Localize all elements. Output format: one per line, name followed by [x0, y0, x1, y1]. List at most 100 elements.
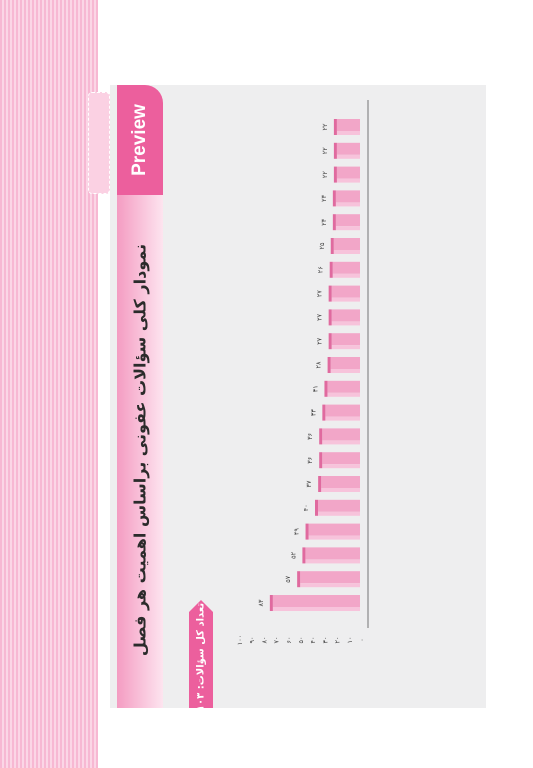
bar-face [322, 464, 360, 469]
bar [336, 142, 360, 155]
tick-label: ۲۰ [334, 637, 342, 644]
bar-cap [302, 547, 306, 564]
value-label: ۲۳ [320, 218, 328, 225]
bar-face [300, 583, 360, 588]
bar [300, 571, 360, 584]
bar-cap [305, 523, 309, 540]
bar-face [331, 297, 360, 302]
bar-cap [332, 214, 336, 231]
bar-face [336, 131, 360, 135]
bar [332, 261, 360, 274]
value-label: ۲۷ [316, 290, 324, 297]
bar-cap [328, 333, 332, 350]
tick-label: ۱۰۰ [236, 635, 244, 645]
bar-face [330, 369, 360, 373]
bar [322, 428, 360, 441]
bar [327, 380, 360, 393]
bar-cap [318, 476, 322, 492]
bar-cap [332, 190, 336, 207]
bar [325, 404, 360, 417]
bar-face [331, 321, 360, 326]
tick-label: ۳۰ [321, 637, 329, 644]
total-questions-tag [189, 600, 213, 708]
value-label: ۵۲ [289, 551, 297, 558]
bar [335, 190, 360, 203]
bar-cap [269, 595, 273, 611]
tick-label: ۸۰ [260, 637, 268, 644]
value-label: ۲۷ [316, 337, 324, 344]
value-label: ۳۶ [306, 457, 314, 464]
bar [331, 285, 360, 298]
bar-cap [319, 428, 323, 445]
bar-cap [333, 166, 337, 183]
tick-label: ۶۰ [285, 637, 293, 644]
bar [331, 333, 360, 346]
bar [333, 238, 360, 250]
value-label: ۲۷ [316, 313, 324, 320]
bar-face [336, 154, 360, 159]
bar [321, 476, 360, 488]
tick-label: ۹۰ [248, 637, 256, 644]
bar [335, 214, 360, 227]
bar-face [331, 345, 360, 350]
bar [336, 119, 360, 131]
value-label: ۵۷ [284, 575, 292, 582]
value-label: ۳۷ [305, 480, 313, 487]
title-band [117, 195, 163, 708]
binding-tab [88, 92, 110, 194]
value-label: ۳۱ [311, 385, 319, 392]
value-label: ۲۲ [321, 171, 329, 178]
bar-face [332, 273, 360, 278]
bar-face [308, 535, 360, 540]
tick-label: ۷۰ [273, 637, 281, 644]
value-label: ۲۲ [321, 147, 329, 154]
bar-face [336, 178, 360, 183]
bar-cap [328, 309, 332, 326]
value-label: ۸۳ [257, 599, 265, 606]
value-label: ۳۶ [306, 433, 314, 440]
bar-face [327, 392, 360, 397]
bar-cap [322, 404, 326, 421]
bar-cap [330, 238, 334, 254]
value-label: ۲۶ [317, 266, 325, 273]
bar-cap [333, 119, 337, 135]
bar [322, 452, 360, 465]
preview-banner [117, 85, 163, 195]
bar-face [318, 511, 360, 516]
bar-face [335, 226, 360, 231]
bar-face [322, 440, 360, 445]
bar-cap [329, 261, 333, 278]
value-label: ۲۸ [315, 361, 323, 368]
value-label: ۴۹ [293, 528, 301, 535]
value-label: ۳۳ [309, 409, 317, 416]
bar-cap [297, 571, 301, 588]
bar-face [321, 488, 360, 492]
bar-face [305, 559, 360, 564]
bar [272, 595, 360, 607]
bar-face [335, 202, 360, 207]
bar [305, 547, 360, 560]
bar-face [272, 607, 360, 611]
bar [336, 166, 360, 179]
bar-cap [315, 499, 318, 516]
value-label: ۲۵ [318, 242, 326, 249]
bar-cap [319, 452, 323, 469]
bar [308, 523, 360, 536]
value-label: ۲۳ [320, 194, 328, 201]
tick-label: ۵۰ [297, 637, 305, 644]
bar-cap [324, 380, 328, 397]
tick-label: ۱۰ [346, 637, 354, 644]
page-spine-stripes [0, 0, 98, 768]
bar [318, 499, 360, 512]
bar-face [325, 416, 360, 421]
bar-cap [327, 357, 331, 373]
bar [330, 357, 360, 369]
value-label: ۴۰ [302, 504, 310, 511]
bar-face [333, 250, 360, 254]
value-label: ۲۲ [321, 123, 329, 130]
bar-cap [328, 285, 332, 302]
bar [331, 309, 360, 322]
tick-label: ۰ [358, 638, 366, 642]
bar-cap [333, 142, 337, 159]
